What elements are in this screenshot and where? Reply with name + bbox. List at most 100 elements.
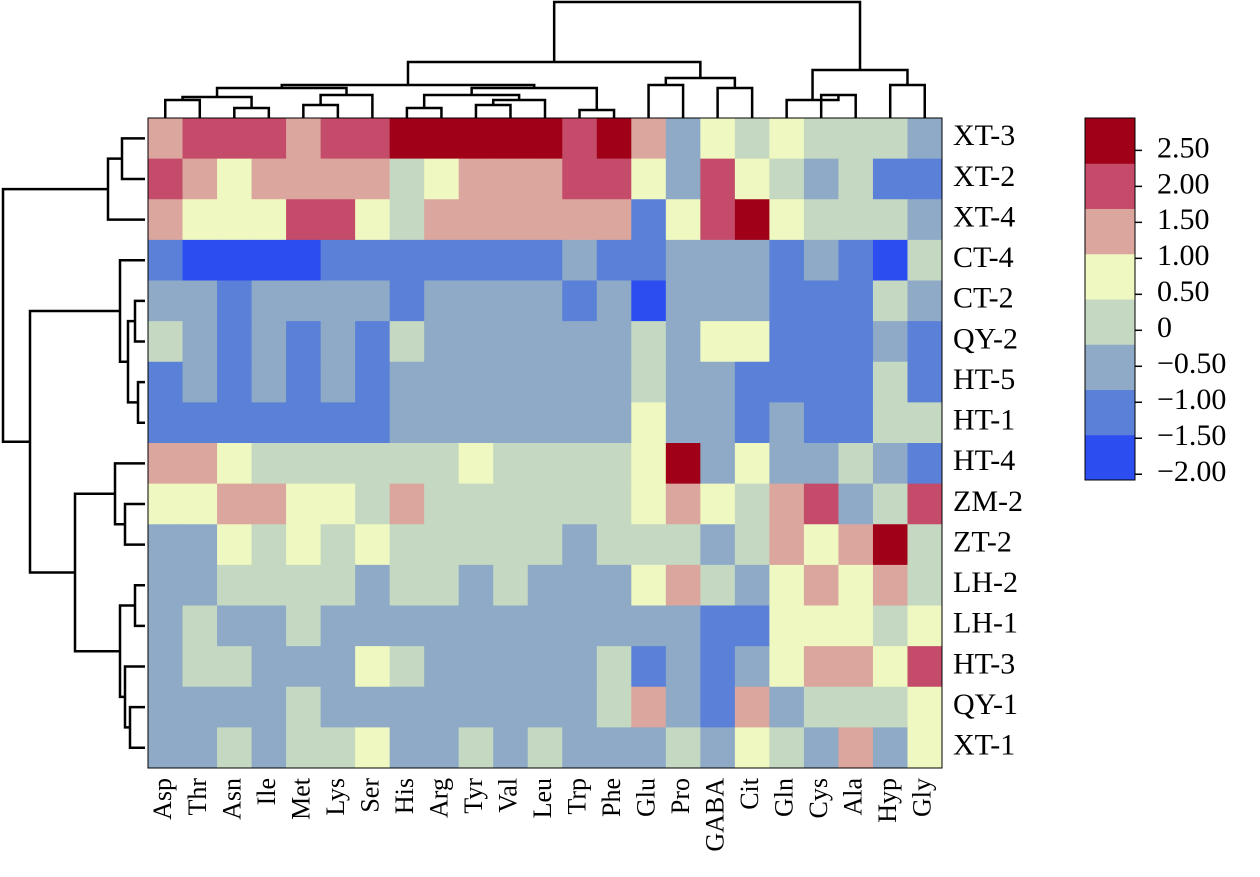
heatmap-cell (458, 118, 494, 160)
heatmap-cell (458, 646, 494, 688)
heatmap-cell (838, 402, 874, 444)
heatmap-cell (493, 443, 529, 485)
heatmap-cell (424, 646, 460, 688)
heatmap-cell (355, 483, 391, 525)
heatmap-cell (734, 483, 770, 525)
heatmap-cell (320, 443, 356, 485)
x-tick-label: Glu (632, 778, 661, 817)
dendrogram-branch (73, 492, 120, 653)
heatmap-cell (872, 280, 908, 322)
heatmap-cell (424, 605, 460, 647)
heatmap-cell (907, 361, 943, 403)
heatmap-cell (424, 280, 460, 322)
heatmap-cell (389, 158, 425, 200)
heatmap-cell (424, 239, 460, 281)
heatmap-cell (838, 239, 874, 281)
dendrogram-branch (133, 583, 145, 628)
heatmap-cell (700, 483, 736, 525)
heatmap-cell (148, 158, 184, 200)
heatmap-cell (527, 402, 563, 444)
heatmap-cell (838, 199, 874, 241)
heatmap-cell (182, 118, 218, 160)
y-tick-label: HT-4 (953, 444, 1015, 477)
heatmap-cell (458, 361, 494, 403)
dendrogram-branch (181, 95, 253, 108)
heatmap-cell (148, 443, 184, 485)
heatmap-cell (596, 321, 632, 363)
colorbar-frame (1084, 117, 1136, 481)
heatmap-cell (320, 402, 356, 444)
heatmap-cell (596, 280, 632, 322)
heatmap-cell (769, 239, 805, 281)
heatmap-cell (182, 321, 218, 363)
dendrogram-branch (406, 60, 702, 85)
heatmap-cell (700, 727, 736, 769)
heatmap-cell (665, 564, 701, 606)
dendrogram-branch (888, 83, 926, 118)
x-tick-label: Asp (148, 778, 177, 820)
heatmap-cell (320, 321, 356, 363)
heatmap-cell (182, 686, 218, 728)
heatmap-cell (769, 605, 805, 647)
heatmap-cell (872, 686, 908, 728)
heatmap-cell (562, 524, 598, 566)
heatmap-cell (527, 686, 563, 728)
heatmap-cell (182, 605, 218, 647)
heatmap-cell (562, 280, 598, 322)
heatmap-cell (217, 443, 253, 485)
dendrogram-branch (106, 157, 145, 221)
heatmap-cell (493, 727, 529, 769)
x-tick-label: Gly (908, 778, 937, 817)
heatmap-cell (182, 524, 218, 566)
heatmap-cell (458, 402, 494, 444)
y-tick-label: XT-3 (953, 119, 1015, 152)
heatmap-cell (700, 605, 736, 647)
heatmap-cell (286, 402, 322, 444)
x-tick-label: Arg (424, 778, 453, 818)
heatmap-cell (803, 321, 839, 363)
heatmap-cell (182, 727, 218, 769)
x-tick-label: Asn (217, 778, 246, 820)
heatmap-cell (838, 686, 874, 728)
dendrogram-branch (647, 83, 685, 118)
heatmap-cell (389, 239, 425, 281)
heatmap-cell (803, 646, 839, 688)
heatmap-cell (217, 199, 253, 241)
x-tick-label: Thr (183, 778, 212, 816)
dendrogram-branch (136, 380, 145, 424)
dendrogram-branch (319, 93, 374, 118)
heatmap-cell (562, 361, 598, 403)
heatmap-cell (389, 646, 425, 688)
heatmap-cell (803, 686, 839, 728)
heatmap-cell (355, 564, 391, 606)
heatmap-cell (872, 321, 908, 363)
heatmap-cell (320, 564, 356, 606)
heatmap-cell (458, 239, 494, 281)
heatmap-cell (631, 564, 667, 606)
heatmap-cell (872, 199, 908, 241)
heatmap-cell (251, 199, 287, 241)
heatmap-cell (182, 443, 218, 485)
heatmap-cell (872, 646, 908, 688)
heatmap-cell (596, 646, 632, 688)
heatmap-cell (389, 727, 425, 769)
heatmap-cell (424, 402, 460, 444)
heatmap-cell (665, 118, 701, 160)
heatmap-cell (389, 524, 425, 566)
colorbar-tick-label: 1.50 (1157, 203, 1210, 236)
heatmap-cell (355, 443, 391, 485)
heatmap-cell (493, 402, 529, 444)
colorbar-bin (1085, 299, 1135, 345)
heatmap-cell (251, 118, 287, 160)
heatmap-cell (596, 239, 632, 281)
heatmap-cell (493, 686, 529, 728)
heatmap-cell (355, 158, 391, 200)
heatmap-cell (217, 646, 253, 688)
heatmap-cell (596, 564, 632, 606)
heatmap-cell (665, 443, 701, 485)
y-tick-label: CT-4 (953, 241, 1014, 274)
y-tick-label: QY-1 (953, 688, 1018, 721)
heatmap-cell (665, 686, 701, 728)
heatmap-cell (217, 564, 253, 606)
heatmap-cell (907, 605, 943, 647)
